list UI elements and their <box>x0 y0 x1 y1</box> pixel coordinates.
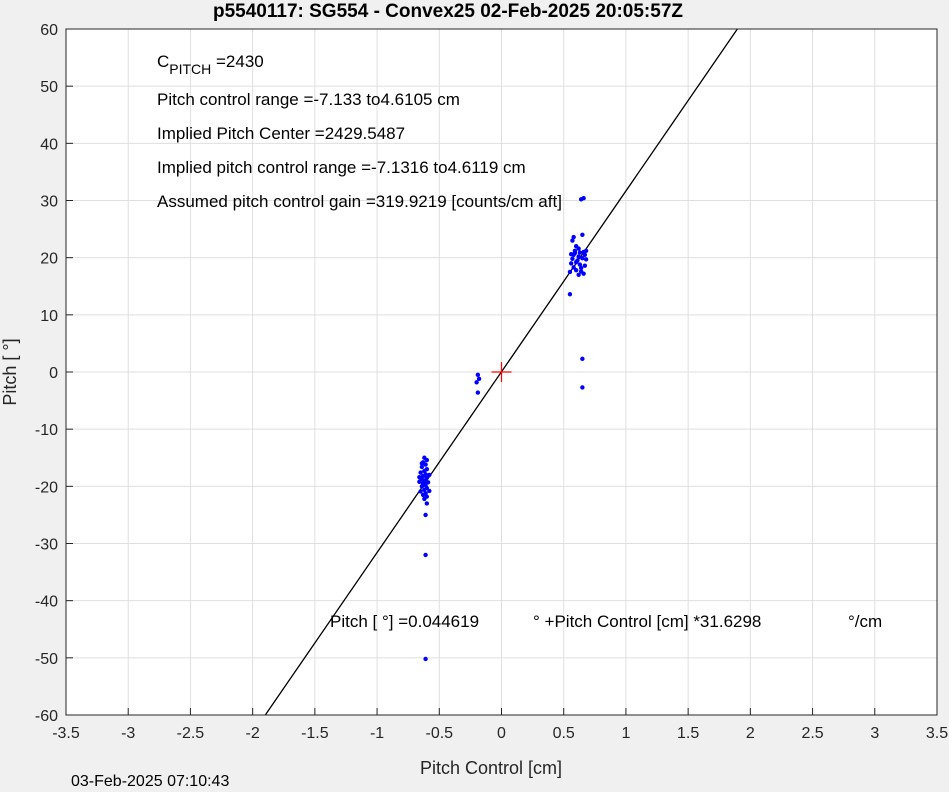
data-point <box>475 390 481 395</box>
data-point <box>419 484 425 489</box>
data-point <box>580 385 585 390</box>
data-point <box>475 372 481 378</box>
data-point <box>580 256 585 261</box>
data-point <box>417 479 422 484</box>
x-tick-label: 3.5 <box>926 725 948 742</box>
x-tick-label: -1.5 <box>301 725 329 742</box>
annotations: CPITCH =2430 Pitch control range =-7.133… <box>157 52 882 631</box>
x-tick-label: 0.5 <box>553 725 575 742</box>
x-tick-label: -2 <box>246 725 260 742</box>
annotation-cpitch: CPITCH =2430 <box>157 52 264 77</box>
data-point <box>578 197 584 202</box>
data-point <box>568 261 574 266</box>
annotation-fit-a: Pitch [ °] =0.044619 <box>330 612 479 631</box>
data-point <box>422 468 427 474</box>
data-point <box>581 271 586 276</box>
data-point <box>420 473 426 479</box>
data-point <box>423 462 428 467</box>
center-marker-group <box>491 362 512 382</box>
data-point <box>419 464 425 470</box>
data-point <box>424 457 430 463</box>
chart-title: p5540117: SG554 - Convex25 02-Feb-2025 2… <box>213 1 683 22</box>
data-points <box>417 196 589 662</box>
data-point <box>422 487 427 492</box>
y-tick-label: -40 <box>35 594 58 611</box>
data-point <box>423 552 428 558</box>
annotation-gain: Assumed pitch control gain =319.9219 [co… <box>157 192 562 211</box>
y-tick-label: 50 <box>40 79 58 96</box>
data-point <box>572 250 578 256</box>
data-point <box>582 252 588 258</box>
x-tick-label: -0.5 <box>425 725 453 742</box>
x-tick-label: 2 <box>746 725 755 742</box>
y-tick-label: -10 <box>35 422 58 439</box>
y-tick-label: 40 <box>40 136 58 153</box>
data-point <box>417 474 422 480</box>
annotation-implied-range: Implied pitch control range =-7.1316 to4… <box>157 158 526 177</box>
data-point <box>474 380 479 385</box>
data-point <box>582 263 588 268</box>
data-point <box>424 475 430 480</box>
y-tick-label: -50 <box>35 651 58 668</box>
y-tick-label: -30 <box>35 537 58 554</box>
annotation-range: Pitch control range =-7.133 to4.6105 cm <box>157 90 460 109</box>
data-point <box>422 496 427 502</box>
data-point <box>573 268 579 273</box>
x-tick-label: 1 <box>621 725 630 742</box>
y-tick-label: -60 <box>35 708 58 725</box>
data-point <box>419 461 425 466</box>
annotation-fit-b: ° +Pitch Control [cm] *31.6298 <box>533 612 761 631</box>
data-point <box>580 356 585 362</box>
x-tick-label: 3 <box>870 725 879 742</box>
data-point <box>476 376 482 382</box>
data-point <box>577 250 583 255</box>
data-point <box>577 262 583 267</box>
data-point <box>570 256 575 262</box>
data-point <box>571 265 576 270</box>
y-tick-labels: -60 -50 -40 -30 -20 -10 0 10 20 30 40 50 60 <box>35 22 73 725</box>
data-point <box>567 269 573 275</box>
data-point <box>423 656 428 662</box>
y-tick-label: 0 <box>49 365 58 382</box>
x-tick-label: 1.5 <box>677 725 699 742</box>
data-point <box>424 501 430 506</box>
data-point <box>583 257 589 262</box>
data-point <box>576 246 581 251</box>
y-tick-label: 30 <box>40 194 58 211</box>
data-point <box>573 260 579 265</box>
timestamp: 03-Feb-2025 07:10:43 <box>71 773 230 790</box>
x-tick-label: 2.5 <box>801 725 823 742</box>
data-point <box>423 512 428 518</box>
data-point <box>427 472 432 478</box>
x-axis-label: Pitch Control [cm] <box>420 758 562 778</box>
y-tick-label: 60 <box>40 22 58 39</box>
x-tick-label: -3.5 <box>52 725 80 742</box>
y-axis-label: Pitch [ °] <box>0 338 20 405</box>
data-point <box>418 489 423 494</box>
x-tick-label: -1 <box>370 725 384 742</box>
y-tick-label: 10 <box>40 308 58 325</box>
data-point <box>427 488 432 494</box>
x-tick-label: -3 <box>121 725 135 742</box>
y-tick-label: -20 <box>35 479 58 496</box>
x-tick-label: -2.5 <box>177 725 205 742</box>
data-point <box>567 292 573 297</box>
annotation-fit-c: °/cm <box>848 612 882 631</box>
data-point <box>583 248 589 254</box>
data-point <box>425 480 431 485</box>
x-tick-labels: -3.5 -3 -2.5 -2 -1.5 -1 -0.5 0 0.5 1 1.5 2 2.5 3 3.5 <box>52 708 948 742</box>
data-point <box>580 232 585 237</box>
data-point <box>418 470 423 475</box>
data-point <box>578 265 584 271</box>
data-point <box>576 254 581 259</box>
annotation-center: Implied Pitch Center =2429.5487 <box>157 124 405 143</box>
y-tick-label: 20 <box>40 251 58 268</box>
data-point <box>568 252 574 257</box>
x-tick-label: 0 <box>497 725 506 742</box>
data-point <box>420 492 426 498</box>
data-point <box>576 272 581 278</box>
data-point <box>571 234 576 240</box>
data-point <box>570 238 575 243</box>
